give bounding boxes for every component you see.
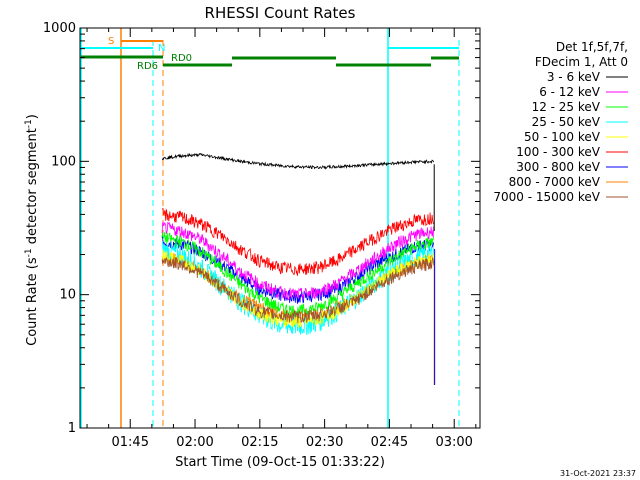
legend-header-line1: Det 1f,5f,7f, (556, 40, 628, 54)
overlay-lines: S N RD0 RD6 (80, 28, 460, 428)
x-tick-label: 02:30 (306, 435, 343, 450)
series-line-0 (161, 152, 435, 170)
x-tick-label: 01:45 (112, 435, 149, 450)
series-line-1 (161, 221, 435, 301)
legend-header-line2: FDecim 1, Att 0 (535, 55, 628, 69)
series-group (161, 152, 436, 386)
y-tick-label: 1 (68, 421, 76, 436)
timestamp-label: 31-Oct-2021 23:37 (560, 469, 636, 478)
legend-label: 3 - 6 keV (547, 70, 601, 84)
legend: Det 1f,5f,7f, FDecim 1, Att 0 3 - 6 keV6… (493, 40, 628, 204)
y-axis-label-sup2: -1 (24, 119, 34, 128)
series-line-2 (161, 231, 435, 319)
rd6-label: RD6 (137, 61, 158, 72)
x-tick-label: 02:00 (176, 435, 213, 450)
x-tick-label: 03:00 (435, 435, 472, 450)
legend-label: 12 - 25 keV (532, 100, 601, 114)
legend-label: 7000 - 15000 keV (493, 190, 600, 204)
x-axis-label: Start Time (09-Oct-15 01:33:22) (175, 455, 385, 470)
plot-frame (79, 27, 481, 429)
axes-group: 1 10 100 1000 01:45 02:00 02:15 02:30 02:45 03:00 (43, 21, 481, 450)
chart-title: RHESSI Count Rates (205, 4, 356, 22)
legend-label: 300 - 800 keV (516, 160, 600, 174)
x-tick-label: 02:45 (371, 435, 408, 450)
legend-label: 25 - 50 keV (532, 115, 601, 129)
y-axis-label: Count Rate (s-1 detector segment-1) (24, 114, 40, 346)
y-tick-label: 100 (51, 154, 76, 169)
y-tick-label: 10 (59, 288, 76, 303)
legend-label: 6 - 12 keV (539, 85, 601, 99)
y-axis-label-mid: detector segment (25, 128, 40, 248)
legend-label: 50 - 100 keV (524, 130, 601, 144)
y-axis-label-main: Count Rate (s (25, 257, 40, 346)
legend-label: 100 - 300 keV (516, 145, 600, 159)
s-label: S (108, 36, 114, 47)
series-line-8 (161, 256, 435, 324)
series-line-5 (161, 207, 435, 276)
y-axis-label-sup1: -1 (24, 248, 34, 257)
y-tick-label: 1000 (43, 21, 76, 36)
n-label: N (158, 43, 165, 54)
y-axis-label-end: ) (25, 114, 40, 119)
rd0-label: RD0 (171, 53, 192, 64)
legend-label: 800 - 7000 keV (509, 175, 601, 189)
x-tick-label: 02:15 (241, 435, 278, 450)
